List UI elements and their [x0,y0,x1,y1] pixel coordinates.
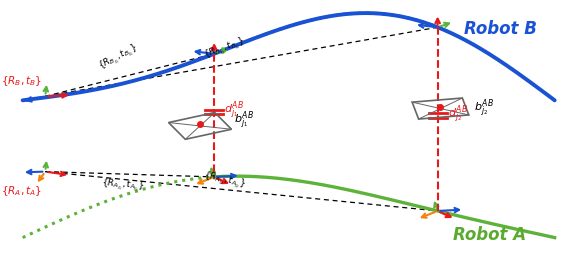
Text: $b_{j_1}^{AB}$: $b_{j_1}^{AB}$ [234,110,254,132]
Text: Robot A: Robot A [453,226,526,244]
Text: $\{R_{A_{j_1}}, t_{A_{j_1}}\}$: $\{R_{A_{j_1}}, t_{A_{j_1}}\}$ [101,177,145,194]
Text: $b_{j_2}^{AB}$: $b_{j_2}^{AB}$ [474,97,495,120]
Text: $\{R_{A_{j_2}}, t_{A_{j_2}}\}$: $\{R_{A_{j_2}}, t_{A_{j_2}}\}$ [202,168,247,192]
Text: $\{R_{B_{j_1}}, t_{B_{j_1}}\}$: $\{R_{B_{j_1}}, t_{B_{j_1}}\}$ [96,41,140,74]
Text: $\{R_A, t_A\}$: $\{R_A, t_A\}$ [1,184,42,198]
Text: $\{R_{B_{j_2}}, t_{B_{j_2}}\}$: $\{R_{B_{j_2}}, t_{B_{j_2}}\}$ [202,35,247,63]
Text: $\{R_B, t_B\}$: $\{R_B, t_B\}$ [1,74,42,88]
Text: $d_{j_1}^{AB}$: $d_{j_1}^{AB}$ [224,100,245,122]
Text: $d_{j_2}^{AB}$: $d_{j_2}^{AB}$ [448,104,468,126]
Text: Robot B: Robot B [464,20,537,38]
